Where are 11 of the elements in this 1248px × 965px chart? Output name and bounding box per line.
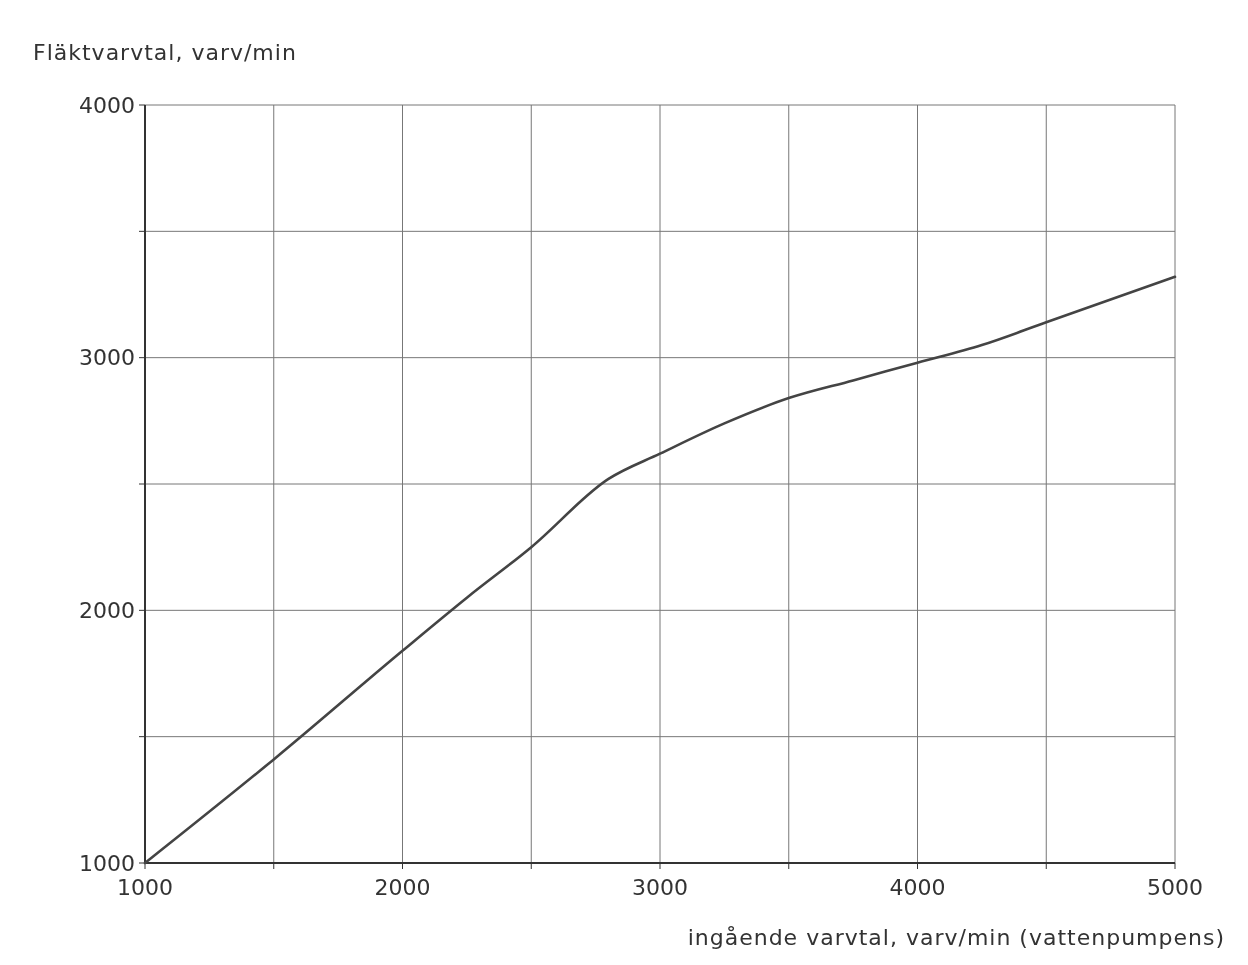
x-tick-label: 5000 bbox=[1147, 875, 1203, 900]
y-axis-title: Fläktvarvtal, varv/min bbox=[33, 40, 297, 65]
x-tick-label: 3000 bbox=[632, 875, 688, 900]
y-tick-label: 2000 bbox=[79, 598, 135, 624]
y-tick-label: 3000 bbox=[79, 345, 135, 371]
y-tick-label: 4000 bbox=[79, 92, 135, 118]
y-tick-label: 1000 bbox=[79, 850, 135, 876]
x-tick-label: 2000 bbox=[374, 875, 431, 900]
x-axis-title: ingående varvtal, varv/min (vattenpumpens) bbox=[687, 925, 1225, 950]
x-tick-label: 1000 bbox=[117, 875, 173, 900]
x-tick-label: 4000 bbox=[889, 875, 946, 900]
